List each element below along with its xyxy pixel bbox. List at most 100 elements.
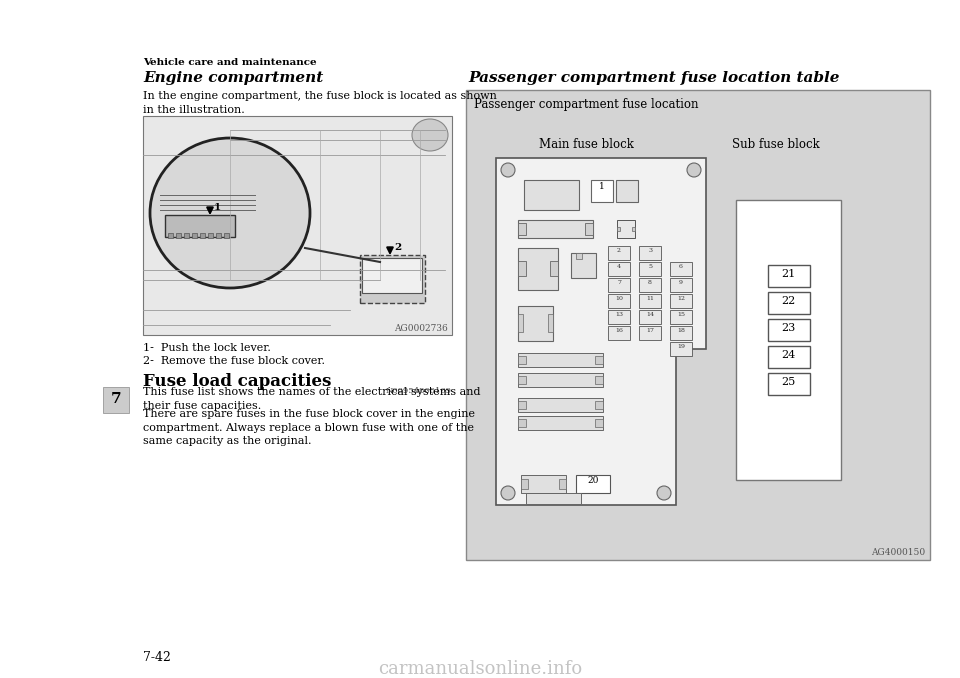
Bar [518,314,523,332]
Bar [670,262,692,276]
Text: carmanualsonline.info: carmanualsonline.info [378,660,582,678]
Bar [595,356,603,364]
Text: 1-  Push the lock lever.: 1- Push the lock lever. [143,343,271,353]
Bar [670,294,692,308]
Text: 2: 2 [617,248,621,253]
Bar [518,398,603,412]
Ellipse shape [657,486,671,500]
Text: Sub fuse block: Sub fuse block [732,138,820,151]
Text: 1: 1 [214,203,221,212]
Bar [550,261,558,276]
Bar [143,116,452,335]
Text: 5: 5 [648,264,652,269]
Bar [518,353,603,367]
Text: 7-42: 7-42 [143,651,171,664]
Bar [360,255,425,303]
Bar [639,278,661,292]
Text: 9: 9 [679,280,683,285]
Bar [639,310,661,324]
Bar [639,262,661,276]
Ellipse shape [150,138,310,288]
Text: 2-  Remove the fuse block cover.: 2- Remove the fuse block cover. [143,356,325,366]
Text: 22: 22 [781,296,796,306]
Text: 11: 11 [646,296,654,301]
Text: 21: 21 [781,269,796,279]
Bar [200,233,205,238]
Bar [518,419,526,427]
Polygon shape [496,158,706,505]
Ellipse shape [687,163,701,177]
Bar [595,419,603,427]
Bar [521,479,528,489]
Bar [767,319,809,341]
Bar [518,220,593,238]
Bar [617,227,620,231]
Bar [192,233,197,238]
Text: N00954800169: N00954800169 [386,387,452,395]
Bar [518,261,526,276]
Text: 14: 14 [646,312,654,317]
Text: 12: 12 [677,296,685,301]
Bar [176,233,181,238]
Text: Fuse load capacities: Fuse load capacities [143,373,331,390]
Bar [518,416,603,430]
Bar [518,248,558,290]
Text: 24: 24 [781,350,796,360]
Bar [608,278,630,292]
Bar [617,220,635,238]
Bar [184,233,189,238]
Text: Vehicle care and maintenance: Vehicle care and maintenance [143,58,317,67]
Text: 4: 4 [617,264,621,269]
Text: 7: 7 [110,392,121,406]
Bar [595,376,603,384]
Bar [466,90,930,560]
Bar [576,253,582,259]
Text: Main fuse block: Main fuse block [539,138,634,151]
Bar [559,479,566,489]
Bar [767,346,809,368]
Bar [767,373,809,395]
Bar [736,200,841,480]
Text: 18: 18 [677,328,685,333]
Text: 19: 19 [677,344,685,349]
Bar [168,233,173,238]
Bar [571,253,596,278]
Bar [518,401,526,409]
Bar [767,265,809,287]
Text: 23: 23 [781,323,796,333]
Bar [767,292,809,314]
Text: 3: 3 [648,248,652,253]
Bar [670,326,692,340]
Text: 15: 15 [677,312,685,317]
Bar [521,475,566,493]
Text: AG0002736: AG0002736 [395,324,448,333]
Bar [616,180,638,202]
Bar [639,246,661,260]
Text: 20: 20 [588,476,599,485]
Bar [639,294,661,308]
Bar [518,306,553,341]
Text: 16: 16 [615,328,623,333]
Ellipse shape [501,163,515,177]
Text: 6: 6 [679,264,683,269]
Bar [576,475,610,493]
Bar [548,314,553,332]
Text: 10: 10 [615,296,623,301]
Bar [518,376,526,384]
Bar [518,356,526,364]
Bar [518,223,526,235]
Bar [103,387,129,413]
Bar [518,373,603,387]
Text: Passenger compartment fuse location: Passenger compartment fuse location [474,98,699,111]
Bar [216,233,221,238]
Bar [585,223,593,235]
Bar [208,233,213,238]
Text: 17: 17 [646,328,654,333]
Text: This fuse list shows the names of the electrical systems and
their fuse capaciti: This fuse list shows the names of the el… [143,387,481,411]
Text: AG4000150: AG4000150 [871,548,925,557]
Bar [608,294,630,308]
Bar [608,262,630,276]
Bar [526,493,581,504]
Ellipse shape [412,119,448,151]
Text: 1: 1 [599,182,605,191]
